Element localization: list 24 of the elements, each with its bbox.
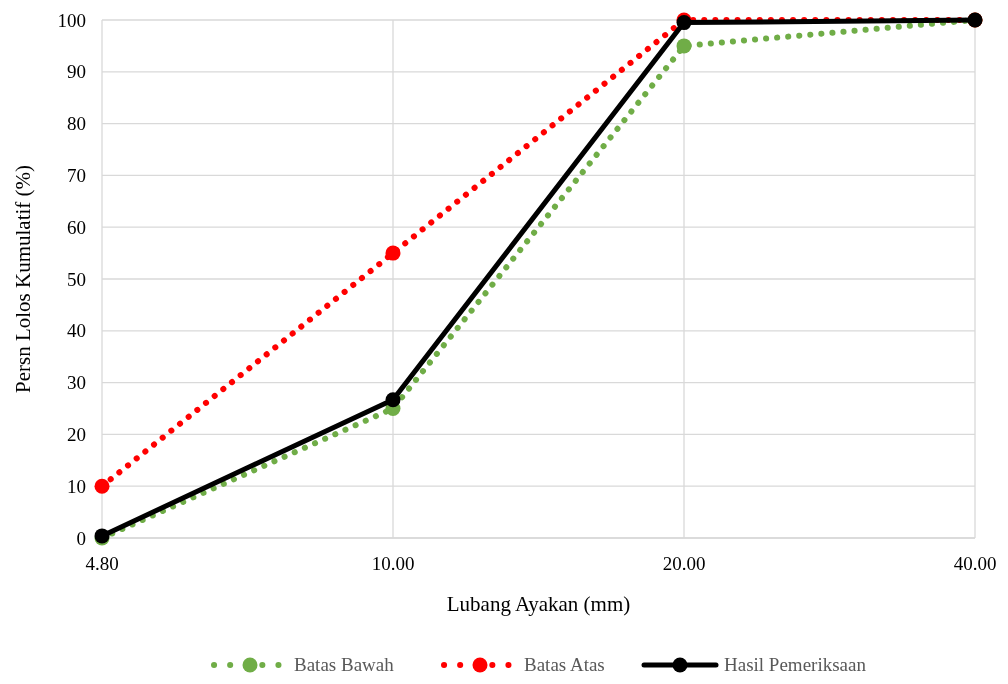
point xyxy=(385,245,401,261)
point xyxy=(676,38,692,54)
point xyxy=(385,392,401,408)
y-tick-label: 80 xyxy=(67,113,86,135)
legend-label: Hasil Pemeriksaan xyxy=(724,654,867,675)
x-tick-label: 20.00 xyxy=(662,553,706,574)
legend-label: Batas Atas xyxy=(524,654,605,675)
y-tick-label: 30 xyxy=(67,372,86,394)
y-tick-label: 40 xyxy=(67,320,86,342)
x-tick-label: 4.80 xyxy=(85,553,119,574)
x-tick-label: 10.00 xyxy=(371,553,415,574)
y-tick-label: 10 xyxy=(67,475,86,497)
point xyxy=(94,478,110,494)
y-tick-label: 20 xyxy=(67,424,86,446)
y-axis-title: Persn Lolos Kumulatif (%) xyxy=(11,164,35,394)
x-axis-title: Lubang Ayakan (mm) xyxy=(446,592,631,616)
y-tick-label: 0 xyxy=(76,527,86,549)
legend-label: Batas Bawah xyxy=(294,654,395,675)
y-tick-label: 90 xyxy=(67,61,86,83)
x-tick-label: 40.00 xyxy=(953,553,997,574)
y-tick-label: 50 xyxy=(67,268,86,290)
y-tick-label: 70 xyxy=(67,165,86,187)
y-tick-label: 60 xyxy=(67,216,86,238)
y-tick-label: 100 xyxy=(57,9,86,31)
